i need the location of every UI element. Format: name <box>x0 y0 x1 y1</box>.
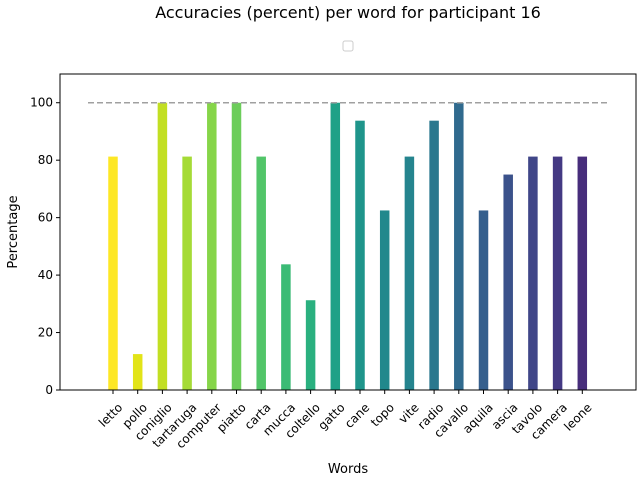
bar-vite <box>404 156 415 390</box>
bar-leone <box>577 156 588 390</box>
bar-camera <box>552 156 563 390</box>
bar-carta <box>256 156 266 390</box>
bar-gatto <box>330 102 341 390</box>
legend-box <box>342 40 354 52</box>
bar-mucca <box>281 264 291 390</box>
bar-cane <box>355 120 365 391</box>
bar-topo <box>379 210 390 390</box>
y-tick-label-80: 80 <box>38 153 53 167</box>
bar-ascia <box>503 174 513 390</box>
bar-coltello <box>305 300 316 390</box>
y-tick-label-100: 100 <box>30 96 53 110</box>
bar-pollo <box>132 354 143 390</box>
bar-tartaruga <box>182 156 192 390</box>
y-axis: 0 20 40 60 80 100 <box>30 96 60 397</box>
plot-frame <box>59 73 637 391</box>
bar-aquila <box>478 210 489 390</box>
y-tick-label-0: 0 <box>45 383 53 397</box>
bar-letto <box>108 156 118 390</box>
y-tick-label-40: 40 <box>38 268 53 282</box>
bar-piatto <box>231 102 242 390</box>
y-tick-label-60: 60 <box>38 211 53 225</box>
bar-computer <box>207 102 217 390</box>
bar-radio <box>429 120 439 391</box>
bar-cavallo <box>454 102 464 390</box>
y-axis-label: Percentage <box>6 195 21 268</box>
bar-coniglio <box>157 102 168 390</box>
x-axis-label: Words <box>328 462 368 477</box>
chart-title: Accuracies (percent) per word for partic… <box>155 3 541 22</box>
bar-tavolo <box>528 156 538 390</box>
bars-group <box>108 102 588 391</box>
y-tick-label-20: 20 <box>38 326 53 340</box>
